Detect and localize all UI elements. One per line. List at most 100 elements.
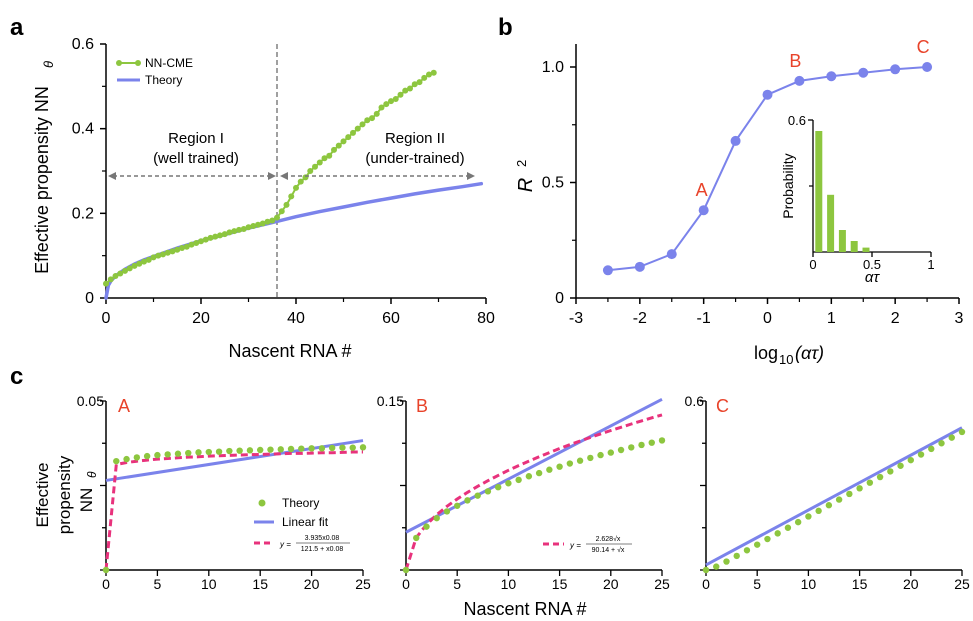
theory-point — [236, 447, 243, 454]
nncme-point — [359, 121, 366, 128]
x-tick-label: 0 — [402, 576, 410, 592]
nncme-point — [160, 251, 166, 258]
x-tick-label: 60 — [382, 310, 400, 327]
theory-point — [494, 483, 502, 491]
theory-point — [948, 434, 955, 441]
theory-point — [515, 476, 522, 484]
theory-point — [123, 455, 130, 463]
nncme-point — [421, 74, 428, 81]
nncme-point — [397, 91, 404, 98]
x-tick-label: 80 — [477, 310, 495, 327]
legend-theory-marker — [258, 499, 266, 507]
theory-point — [607, 449, 614, 456]
theory-point — [454, 502, 461, 509]
inset-ylabel: Probability — [780, 153, 796, 218]
nncme-point — [388, 98, 394, 105]
nncme-point — [240, 225, 247, 232]
theory-point — [257, 446, 264, 454]
nncme-point — [426, 71, 432, 78]
theory-point — [815, 507, 822, 515]
y-tick-label: 0.4 — [72, 121, 94, 138]
fit-formula-b-num: 2.628√x — [596, 535, 621, 543]
x-tick-label: 3 — [955, 310, 964, 327]
theory-point — [535, 469, 543, 477]
panel-a-ylabel: Effective propensity NN θ — [32, 61, 56, 274]
nncme-point — [122, 267, 128, 274]
panel-b-ylabel-sup: 2 — [514, 160, 529, 167]
y-tick-label: 0.2 — [72, 205, 94, 222]
theory-point — [318, 445, 326, 452]
theory-point — [794, 518, 802, 526]
theory-point — [876, 473, 884, 481]
x-tick-label: 25 — [954, 576, 970, 592]
r2-point — [698, 205, 709, 216]
theory-point — [505, 480, 512, 487]
nncme-point — [141, 258, 147, 265]
theory-point — [308, 445, 315, 452]
inset-x-tick-label: 0.5 — [863, 257, 881, 272]
theory-point — [185, 449, 192, 457]
legend-theory-label: Theory — [282, 496, 319, 510]
nncme-point — [321, 155, 328, 162]
nncme-point — [145, 256, 152, 263]
x-tick-label: 10 — [201, 576, 217, 592]
theory-point — [246, 447, 254, 454]
theory-point — [287, 445, 295, 453]
y-tick-label: 0.15 — [377, 393, 404, 409]
nncme-point — [335, 142, 342, 149]
x-tick-label: 15 — [852, 576, 868, 592]
nncme-point — [212, 233, 219, 240]
theory-point — [113, 457, 120, 465]
nncme-point — [150, 254, 157, 261]
theory-point — [917, 451, 925, 458]
panel-label-A: A — [118, 396, 130, 416]
x-tick-label: 5 — [453, 576, 461, 592]
y-tick-label: 1.0 — [542, 59, 564, 76]
theory-point — [413, 534, 420, 542]
x-tick-label: -3 — [569, 310, 583, 327]
nncme-point — [269, 217, 276, 224]
region1-sublabel: (well trained) — [153, 150, 239, 167]
y-tick-label: 0 — [85, 290, 94, 307]
theory-point — [164, 451, 171, 458]
r2-point — [602, 265, 613, 276]
theory-point — [474, 492, 481, 499]
theory-point — [846, 490, 853, 498]
panel-a-ticks: 0 20 40 60 80 0 0.2 0.4 0.6 — [72, 36, 495, 327]
theory-point — [226, 447, 233, 455]
nncme-point — [131, 262, 138, 269]
legend-nncme-marker — [116, 60, 122, 66]
nncme-point — [221, 231, 228, 238]
theory-point — [835, 496, 843, 503]
panel-b-ylabel: R — [515, 178, 537, 192]
theory-point — [359, 444, 367, 451]
nncme-point — [155, 252, 162, 259]
legend-theory-label: Theory — [145, 73, 182, 87]
nncme-point — [345, 134, 352, 141]
panel-cA-legend: Theory Linear fit y = 3.935x0.08 121.5 +… — [254, 496, 350, 553]
r2-point — [666, 249, 677, 260]
x-tick-label: -2 — [633, 310, 647, 327]
nncme-point — [312, 163, 318, 170]
nncme-point — [231, 228, 238, 235]
theory-point — [897, 462, 904, 469]
nncme-point — [369, 115, 375, 122]
x-tick-label: 0 — [102, 310, 111, 327]
theory-point — [102, 566, 110, 574]
theory-point — [328, 444, 336, 452]
x-tick-label: 0 — [763, 310, 772, 327]
inset-bar — [850, 241, 858, 252]
theory-point — [154, 451, 161, 459]
nncme-point — [383, 101, 390, 108]
svg-text:θ: θ — [85, 471, 99, 478]
x-tick-label: 1 — [827, 310, 836, 327]
linear-fit-line — [705, 426, 963, 567]
x-tick-label: 0 — [702, 576, 710, 592]
nncme-point — [316, 159, 323, 166]
nncme-point — [107, 276, 114, 283]
nncme-point — [226, 229, 233, 236]
nncme-point — [407, 85, 413, 92]
panel-b-point-labels: A B C — [696, 37, 930, 200]
nncme-point — [259, 220, 266, 227]
theory-point — [464, 497, 471, 504]
